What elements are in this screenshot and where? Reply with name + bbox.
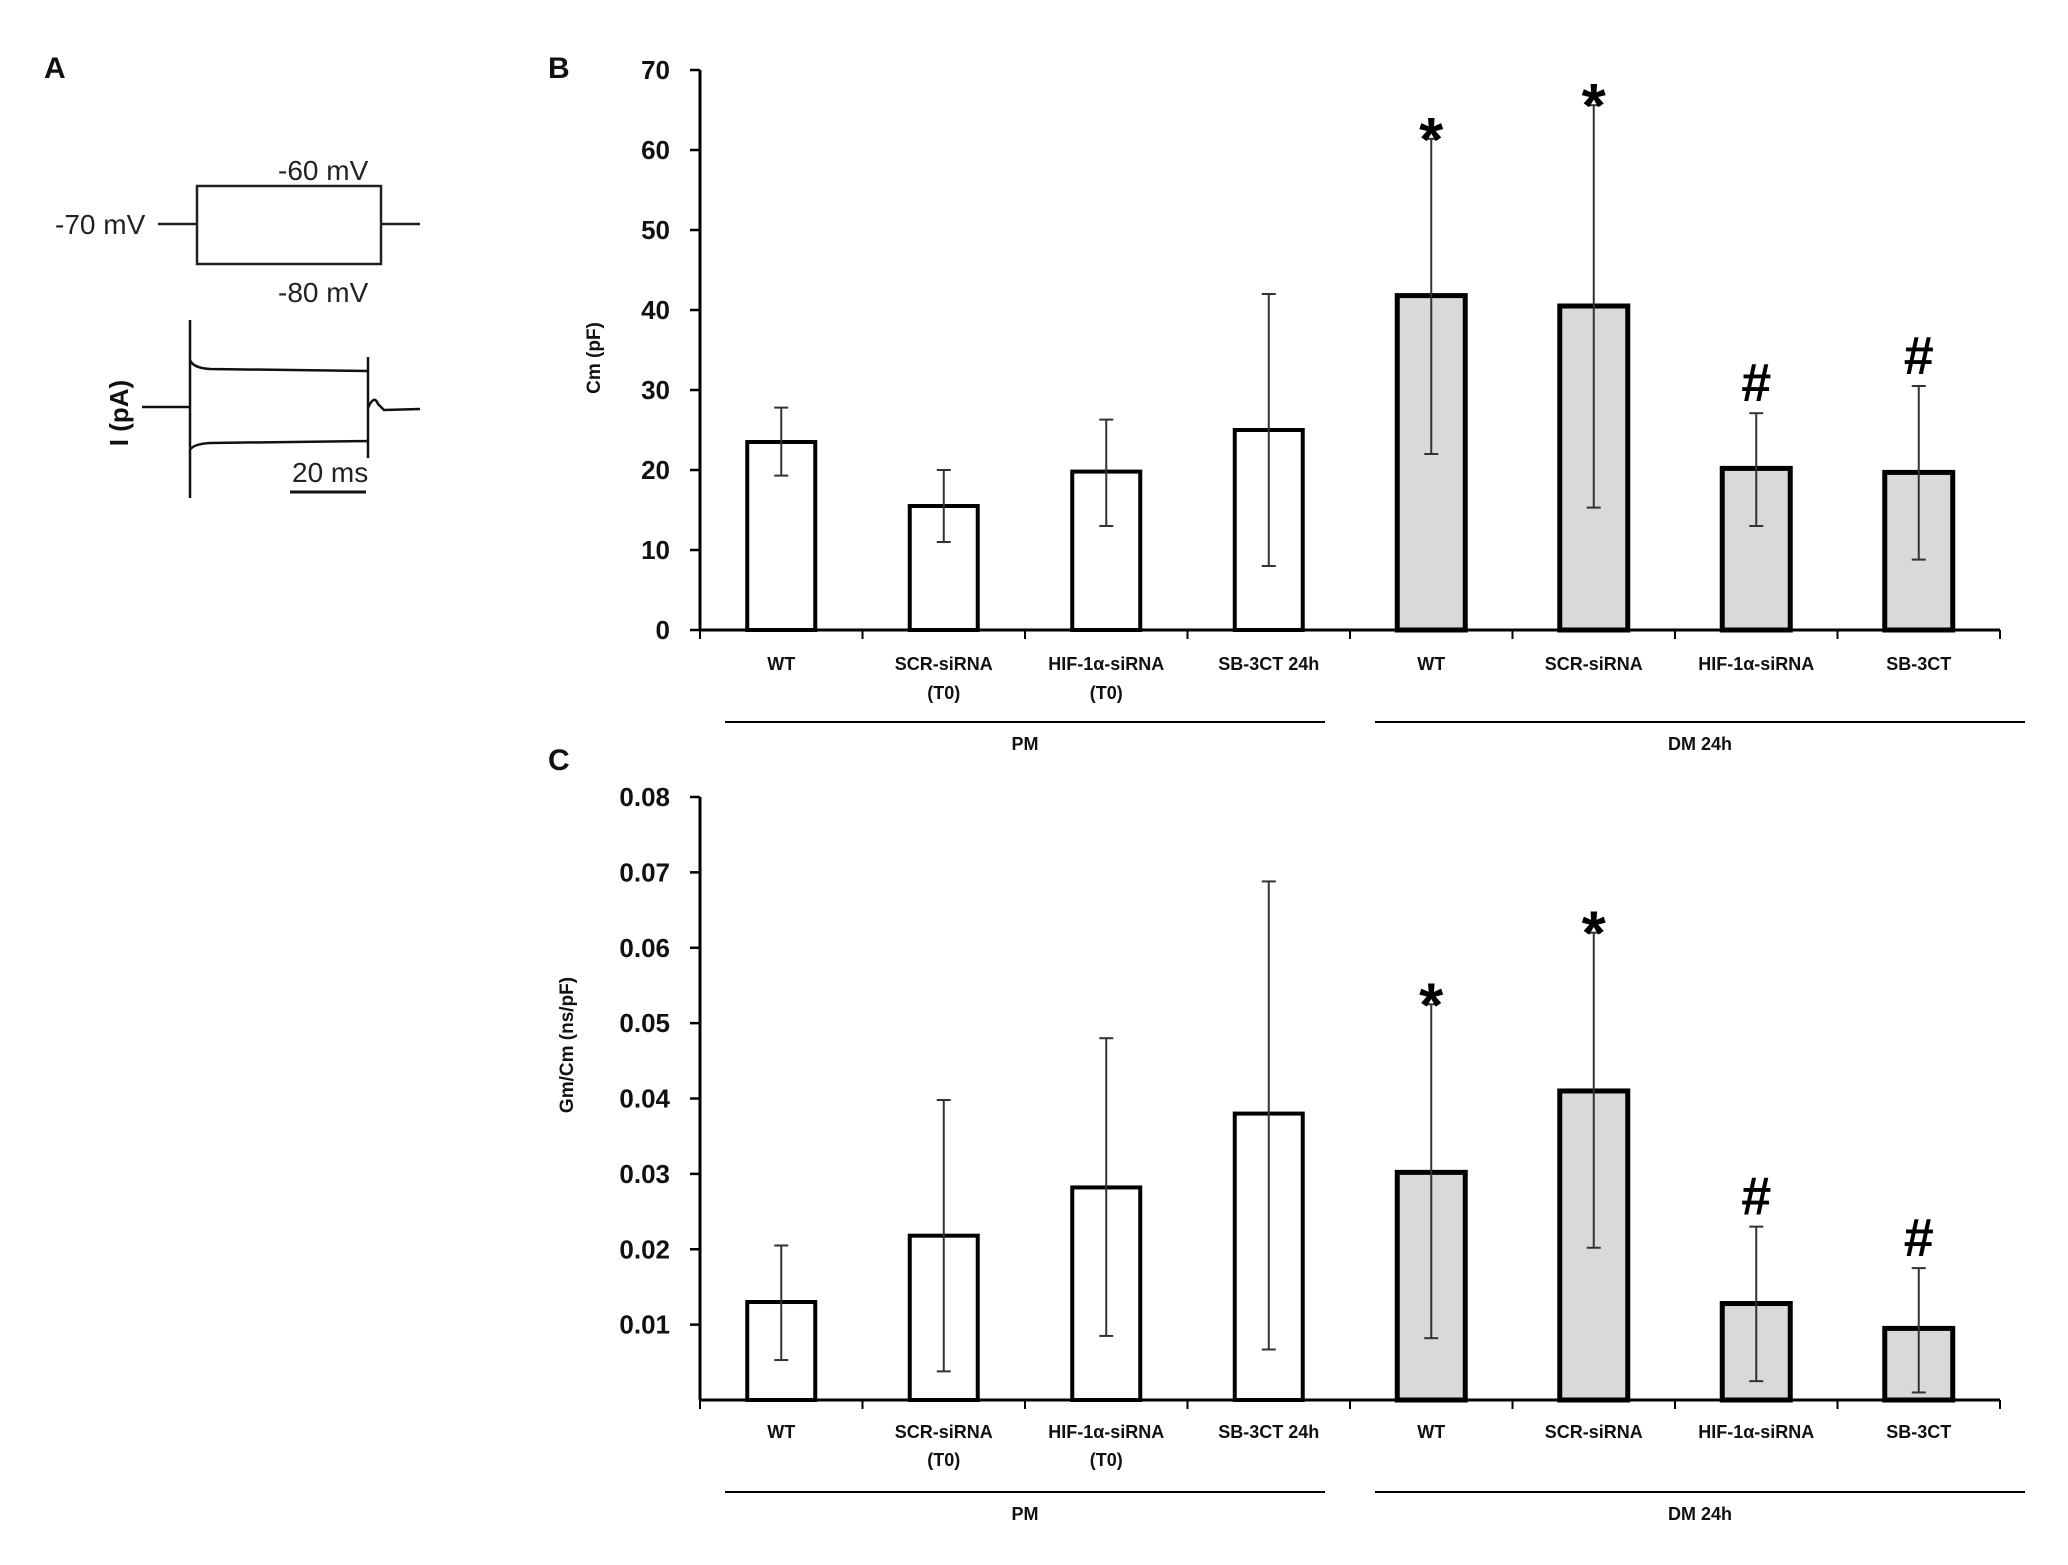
holding-voltage-label: -70 mV <box>55 209 146 240</box>
panel-b-y-axis-label: Cm (pF) <box>584 322 605 394</box>
y-tick-label: 0.02 <box>619 1234 670 1264</box>
category-label: SB-3CT <box>1886 654 1951 674</box>
y-tick-label: 40 <box>641 295 670 325</box>
current-trace <box>142 320 421 498</box>
category-label: WT <box>767 1422 795 1442</box>
category-label: SCR-siRNA <box>1545 654 1643 674</box>
step-down-voltage-label: -80 mV <box>278 277 369 308</box>
category-label: WT <box>1417 654 1445 674</box>
significance-star: * <box>1582 72 1607 141</box>
category-sublabel: (T0) <box>1090 1450 1123 1470</box>
group-label: PM <box>1012 1504 1039 1524</box>
significance-hash: # <box>1741 353 1771 413</box>
y-tick-label: 0.04 <box>619 1084 670 1114</box>
y-tick-label: 10 <box>641 535 670 565</box>
category-sublabel: (T0) <box>927 1450 960 1470</box>
current-axis-label: I (pA) <box>104 380 134 446</box>
y-tick-label: 0.03 <box>619 1159 670 1189</box>
y-tick-label: 20 <box>641 455 670 485</box>
y-tick-label: 0.08 <box>619 782 670 812</box>
panel-c-gm-cm-chart: C Gm/Cm (ns/pF) 0.01 0.02 0.03 0.04 0.05 0.06… <box>548 744 2025 1524</box>
group-label: DM 24h <box>1668 734 1732 754</box>
category-label: HIF-1α-siRNA <box>1698 1422 1814 1442</box>
panel-c-y-axis-label: Gm/Cm (ns/pF) <box>557 977 578 1113</box>
panel-a: A -70 mV -60 mV -80 mV I (pA) 20 ms <box>44 52 421 498</box>
y-tick-label: 70 <box>641 55 670 85</box>
significance-hash: # <box>1904 326 1934 386</box>
category-label: HIF-1α-siRNA <box>1048 1422 1164 1442</box>
time-scale-label: 20 ms <box>292 457 368 488</box>
significance-hash: # <box>1904 1208 1934 1268</box>
category-label: SCR-siRNA <box>895 654 993 674</box>
category-label: SB-3CT 24h <box>1218 654 1319 674</box>
category-sublabel: (T0) <box>1090 683 1123 703</box>
category-sublabel: (T0) <box>927 683 960 703</box>
category-label: SCR-siRNA <box>1545 1422 1643 1442</box>
y-tick-label: 60 <box>641 135 670 165</box>
panel-c-label: C <box>548 744 570 777</box>
group-label: DM 24h <box>1668 1504 1732 1524</box>
bar <box>1070 469 1143 632</box>
y-tick-label: 0.06 <box>619 933 670 963</box>
y-tick-label: 0.07 <box>619 857 670 887</box>
panel-a-label: A <box>44 52 66 85</box>
y-tick-label: 0.05 <box>619 1008 670 1038</box>
panel-b-cm-chart: B Cm (pF) 0 10 20 30 40 50 60 70 WT SCR-siRNA (T0)… <box>548 52 2025 754</box>
category-label: WT <box>767 654 795 674</box>
category-label: SCR-siRNA <box>895 1422 993 1442</box>
category-label: WT <box>1417 1422 1445 1442</box>
significance-hash: # <box>1741 1167 1771 1227</box>
panel-b-label: B <box>548 52 570 85</box>
group-label: PM <box>1012 734 1039 754</box>
category-label: HIF-1α-siRNA <box>1698 654 1814 674</box>
step-up-voltage-label: -60 mV <box>278 155 369 186</box>
y-tick-label: 0.01 <box>619 1310 670 1340</box>
y-tick-label: 30 <box>641 375 670 405</box>
voltage-protocol-trace <box>158 184 420 266</box>
significance-star: * <box>1582 900 1607 969</box>
significance-star: * <box>1419 106 1444 175</box>
significance-star: * <box>1419 971 1444 1040</box>
category-label: HIF-1α-siRNA <box>1048 654 1164 674</box>
y-tick-label: 0 <box>656 615 670 645</box>
y-tick-label: 50 <box>641 215 670 245</box>
category-label: SB-3CT <box>1886 1422 1951 1442</box>
category-label: SB-3CT 24h <box>1218 1422 1319 1442</box>
